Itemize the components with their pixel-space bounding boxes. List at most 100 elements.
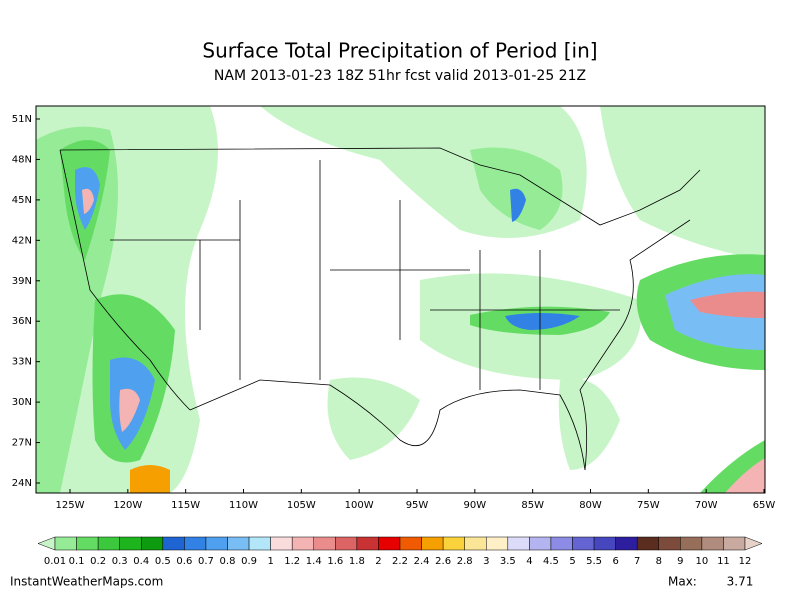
subtitle: NAM 2013-01-23 18Z 51hr fcst valid 2013-…: [214, 68, 586, 84]
max-label: Max:: [668, 575, 697, 589]
colorbar-box: [119, 536, 142, 551]
colorbar-box: [658, 536, 681, 551]
lat-label: 39N: [12, 276, 32, 287]
colorbar-label: 0.9: [241, 556, 257, 567]
lat-label: 51N: [12, 114, 32, 125]
colorbar-box: [205, 536, 228, 551]
colorbar-box: [723, 536, 746, 551]
colorbar-box: [291, 536, 314, 551]
colorbar-box: [313, 536, 336, 551]
colorbar-label: 1.2: [284, 556, 300, 567]
colorbar-label: 3.5: [500, 556, 516, 567]
colorbar-box: [572, 536, 595, 551]
colorbar-label: 2.4: [414, 556, 430, 567]
colorbar-box: [680, 536, 703, 551]
colorbar-label: 11: [717, 556, 730, 567]
colorbar-arrow: [744, 536, 763, 551]
lon-label: 90W: [464, 500, 487, 511]
lon-label: 95W: [406, 500, 429, 511]
site-credit: InstantWeatherMaps.com: [10, 575, 163, 589]
colorbar-box: [486, 536, 509, 551]
colorbar-label: 2.6: [435, 556, 451, 567]
colorbar-box: [464, 536, 487, 551]
colorbar-box: [636, 536, 659, 551]
colorbar-label: 1.6: [327, 556, 343, 567]
colorbar-label: 2.2: [392, 556, 408, 567]
colorbar-box: [248, 536, 271, 551]
colorbar-label: 0.3: [112, 556, 128, 567]
lon-label: 125W: [56, 500, 85, 511]
colorbar-box: [76, 536, 99, 551]
colorbar-box: [54, 536, 77, 551]
lat-label: 36N: [12, 316, 32, 327]
lat-label: 42N: [12, 235, 32, 246]
colorbar-label: 0.7: [198, 556, 214, 567]
colorbar-box: [378, 536, 401, 551]
lon-labels: 125W 120W 115W 110W 105W 100W 95W 90W 85W 80W 75W 7…: [56, 489, 776, 511]
colorbar-label: 1.4: [306, 556, 322, 567]
colorbar-box: [550, 536, 573, 551]
lon-label: 70W: [695, 500, 718, 511]
lat-label: 48N: [12, 154, 32, 165]
colorbar-label: 2.8: [457, 556, 473, 567]
colorbar-label: 0.8: [220, 556, 236, 567]
lon-label: 75W: [637, 500, 660, 511]
colorbar-box: [97, 536, 120, 551]
colorbar-box: [442, 536, 465, 551]
colorbar-box: [184, 536, 207, 551]
colorbar-label: 1.8: [349, 556, 365, 567]
colorbar-box: [615, 536, 638, 551]
colorbar-label: 4: [526, 556, 532, 567]
lon-label: 85W: [521, 500, 544, 511]
map-frame: [35, 105, 766, 494]
lat-label: 33N: [12, 357, 32, 368]
colorbar-box: [399, 536, 422, 551]
colorbar-label: 0.5: [155, 556, 171, 567]
colorbar-box: [227, 536, 250, 551]
colorbar-label: 5: [569, 556, 575, 567]
lon-label: 110W: [229, 500, 258, 511]
colorbar-box: [141, 536, 164, 551]
colorbar-box: [529, 536, 552, 551]
lon-label: 115W: [171, 500, 200, 511]
lat-label: 45N: [12, 195, 32, 206]
colorbar-box: [270, 536, 293, 551]
max-value: 3.71: [727, 575, 754, 589]
colorbar-label: 7: [634, 556, 640, 567]
colorbar-label: 2: [375, 556, 381, 567]
colorbar-label: 6: [612, 556, 618, 567]
colorbar-label: 0.4: [133, 556, 149, 567]
lat-label: 27N: [12, 438, 32, 449]
colorbar-label: 0.6: [176, 556, 192, 567]
colorbar-box: [162, 536, 185, 551]
colorbar-label: 3: [483, 556, 489, 567]
colorbar-label: 12: [739, 556, 752, 567]
colorbar-label: 0.01: [44, 556, 66, 567]
colorbar-label: 0.1: [69, 556, 85, 567]
colorbar: 0.01 0.1 0.2 0.3 0.4 0.5 0.6 0.7 0.8 0.9 1 1.2 1.4 1.…: [37, 536, 763, 567]
colorbar-box: [507, 536, 530, 551]
colorbar-label: 10: [696, 556, 709, 567]
precip-field: [36, 106, 765, 493]
lat-label: 24N: [12, 478, 32, 489]
colorbar-label: 8: [656, 556, 662, 567]
colorbar-label: 5.5: [586, 556, 602, 567]
lon-label: 65W: [753, 500, 776, 511]
lon-label: 100W: [345, 500, 374, 511]
colorbar-box: [421, 536, 444, 551]
colorbar-label: 1: [267, 556, 273, 567]
lon-label: 80W: [579, 500, 602, 511]
lat-labels: 51N 48N 45N 42N 39N 36N 33N 30N 27N 24N: [12, 114, 40, 489]
colorbar-label: 4.5: [543, 556, 559, 567]
borders: [59, 147, 701, 471]
colorbar-box: [335, 536, 358, 551]
colorbar-label: 0.2: [90, 556, 106, 567]
colorbar-box: [356, 536, 379, 551]
lat-label: 30N: [12, 397, 32, 408]
colorbar-box: [701, 536, 724, 551]
title: Surface Total Precipitation of Period [i…: [202, 39, 597, 63]
colorbar-box: [593, 536, 616, 551]
colorbar-label: 9: [677, 556, 683, 567]
